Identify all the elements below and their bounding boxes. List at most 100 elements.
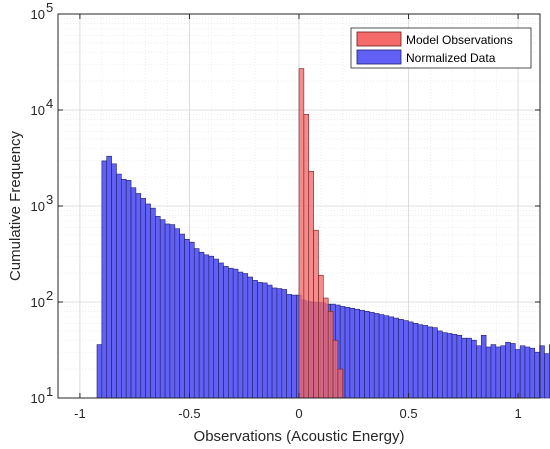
normalized-data-bar — [150, 207, 156, 399]
model-observations-bar — [308, 170, 314, 399]
normalized-data-bar — [213, 258, 219, 399]
normalized-data-bar — [373, 313, 380, 399]
normalized-data-bar — [364, 311, 370, 399]
x-tick-label: 1 — [514, 406, 521, 421]
normalized-data-bar — [505, 342, 511, 399]
y-tick-exponent: 5 — [46, 0, 53, 15]
normalized-data-bar — [232, 268, 239, 399]
normalized-data-bar — [417, 324, 424, 399]
normalized-data-bar — [544, 353, 550, 399]
model-observations-bar — [332, 339, 339, 399]
normalized-data-bar — [228, 267, 234, 399]
legend-swatch-normalized-data — [356, 49, 402, 65]
normalized-data-bar — [471, 339, 477, 399]
normalized-data-bar — [218, 262, 224, 399]
normalized-data-bar — [169, 224, 176, 399]
normalized-data-bar — [198, 251, 205, 399]
normalized-data-bar — [456, 334, 463, 399]
normalized-data-bar — [519, 345, 526, 399]
y-tick-label: 10 — [31, 199, 45, 214]
normalized-data-bar — [490, 344, 497, 399]
normalized-data-bar — [125, 180, 132, 399]
x-tick-label: -1 — [74, 406, 86, 421]
normalized-data-bar — [174, 228, 180, 399]
normalized-data-bar — [116, 173, 122, 399]
normalized-data-bar — [393, 317, 399, 399]
normalized-data-bar — [383, 315, 390, 399]
legend-label-model-observations: Model Observations — [406, 33, 513, 47]
normalized-data-bar — [524, 346, 531, 399]
normalized-data-bar — [451, 334, 458, 399]
normalized-data-bar — [242, 273, 249, 399]
normalized-data-bar — [208, 255, 215, 399]
model-observations-bar — [323, 297, 329, 399]
normalized-data-bar — [159, 219, 166, 399]
normalized-data-bar — [495, 346, 501, 399]
normalized-data-bar — [223, 266, 229, 399]
y-tick-exponent: 2 — [46, 288, 53, 303]
normalized-data-bar — [276, 288, 283, 399]
normalized-data-bar — [286, 294, 292, 399]
normalized-data-bar — [266, 284, 273, 399]
normalized-data-bar — [466, 337, 472, 399]
normalized-data-bar — [510, 343, 516, 399]
normalized-data-bar — [529, 347, 536, 399]
normalized-data-bar — [252, 280, 258, 399]
model-observations-bar — [337, 368, 344, 399]
legend-swatch-model-observations — [356, 31, 402, 47]
normalized-data-bar — [271, 287, 278, 399]
x-tick-label: 0.5 — [400, 406, 418, 421]
normalized-data-bar — [281, 289, 287, 399]
normalized-data-bar — [135, 193, 142, 399]
model-observations-bar — [327, 311, 334, 399]
normalized-data-bar — [111, 163, 117, 399]
normalized-data-bar — [514, 349, 521, 399]
normalized-data-bar — [101, 160, 108, 399]
normalized-data-bar — [388, 316, 394, 399]
normalized-data-bar — [140, 198, 146, 399]
normalized-data-bar — [476, 345, 482, 399]
normalized-data-bar — [403, 320, 409, 399]
normalized-data-bar — [359, 309, 365, 399]
normalized-data-bar — [461, 337, 467, 399]
normalized-data-bar — [349, 307, 356, 399]
normalized-data-bar — [130, 187, 137, 399]
normalized-data-bar — [442, 332, 448, 399]
model-observations-bars — [298, 68, 344, 399]
legend: Model Observations Normalized Data — [350, 27, 532, 69]
normalized-data-bar — [193, 248, 200, 399]
y-tick-exponent: 3 — [46, 192, 53, 207]
normalized-data-bar — [257, 282, 263, 399]
x-tick-labels: -1 -0.5 0 0.5 1 — [74, 406, 522, 421]
normalized-data-bar — [145, 203, 151, 399]
normalized-data-bar — [446, 333, 453, 399]
x-axis-title: Observations (Acoustic Energy) — [194, 428, 405, 445]
normalized-data-bar — [291, 294, 297, 399]
y-tick-label: 10 — [31, 7, 45, 22]
normalized-data-bar — [237, 271, 244, 399]
normalized-data-bar — [106, 155, 112, 399]
x-tick-label: 0 — [295, 406, 302, 421]
normalized-data-bar — [500, 345, 506, 399]
normalized-data-bar — [369, 312, 375, 399]
normalized-data-bar — [247, 276, 253, 399]
normalized-data-bar — [354, 308, 360, 399]
model-observations-bar — [303, 114, 310, 399]
normalized-data-bar — [485, 346, 492, 399]
y-tick-exponent: 4 — [46, 96, 53, 111]
normalized-data-bar — [179, 233, 185, 399]
normalized-data-bar — [432, 327, 438, 399]
model-observations-bar — [298, 68, 305, 399]
y-axis-title: Cumulative Frequency — [7, 130, 24, 281]
model-observations-bar — [318, 274, 324, 399]
normalized-data-bar — [262, 282, 268, 399]
model-observations-bar — [313, 229, 319, 399]
y-tick-label: 10 — [31, 295, 45, 310]
normalized-data-bar — [422, 325, 429, 399]
legend-label-normalized-data: Normalized Data — [406, 51, 496, 65]
normalized-data-bar — [378, 314, 385, 399]
normalized-data-bar — [398, 319, 404, 399]
normalized-data-bar — [407, 321, 414, 399]
normalized-data-bar — [412, 322, 419, 399]
y-tick-exponent: 1 — [46, 384, 53, 399]
